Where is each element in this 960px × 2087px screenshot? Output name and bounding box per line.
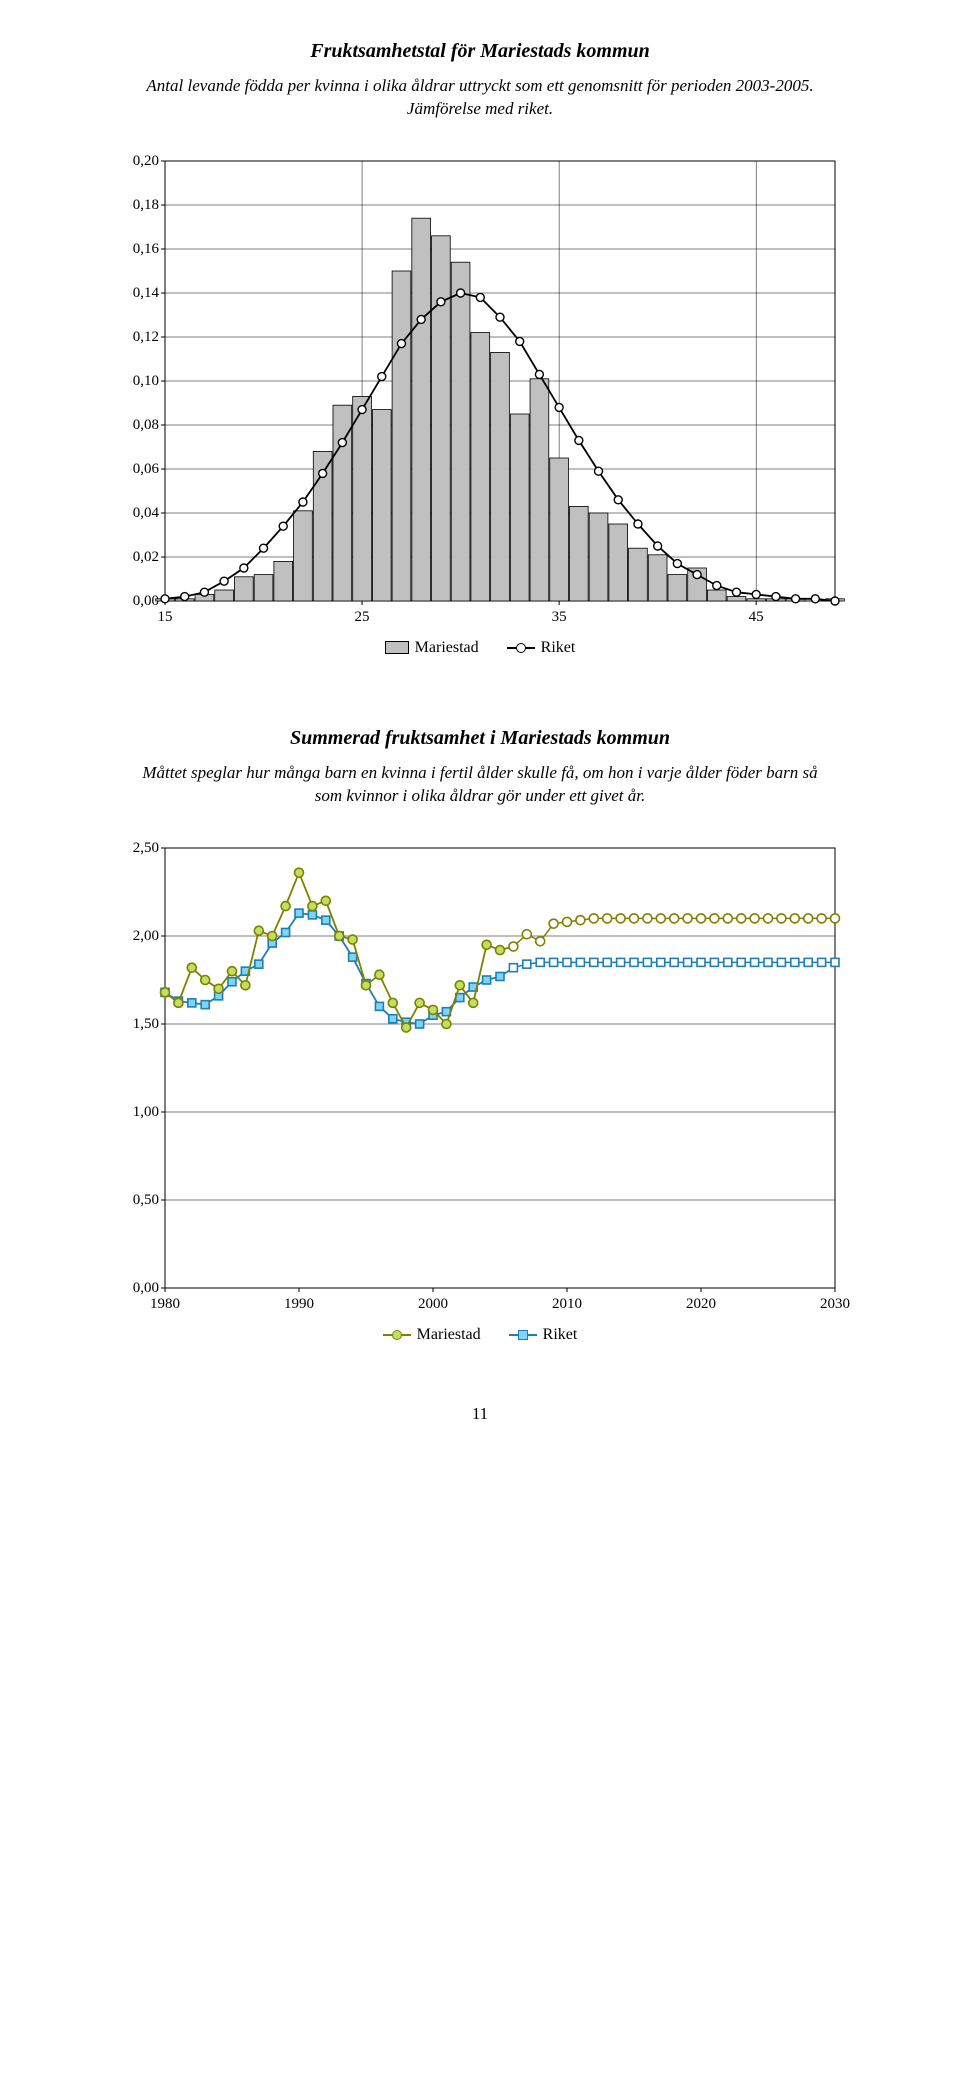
svg-text:0,06: 0,06 <box>133 461 160 477</box>
bar-swatch-icon <box>385 641 409 654</box>
svg-text:0,50: 0,50 <box>133 1192 159 1208</box>
chart2-subtitle: Måttet speglar hur många barn en kvinna … <box>130 762 830 808</box>
svg-text:2000: 2000 <box>418 1296 448 1312</box>
svg-text:1,00: 1,00 <box>133 1104 159 1120</box>
svg-text:35: 35 <box>552 609 567 625</box>
chart2-legend: Mariestad Riket <box>60 1326 900 1344</box>
svg-text:0,20: 0,20 <box>133 153 159 169</box>
svg-text:2,50: 2,50 <box>133 840 159 856</box>
svg-text:1,50: 1,50 <box>133 1016 159 1032</box>
legend-label: Riket <box>543 1326 578 1344</box>
legend-item-riket: Riket <box>509 1326 578 1344</box>
legend-label: Mariestad <box>417 1326 481 1344</box>
line-swatch-icon <box>509 1328 537 1342</box>
svg-text:0,18: 0,18 <box>133 197 159 213</box>
svg-text:2030: 2030 <box>820 1296 850 1312</box>
line-swatch-icon <box>507 641 535 655</box>
legend-label: Riket <box>541 639 576 657</box>
svg-text:0,12: 0,12 <box>133 329 159 345</box>
chart2-title: Summerad fruktsamhet i Mariestads kommun <box>60 727 900 750</box>
chart1-legend: Mariestad Riket <box>60 639 900 657</box>
svg-text:15: 15 <box>158 609 173 625</box>
svg-text:1980: 1980 <box>150 1296 180 1312</box>
svg-text:0,04: 0,04 <box>133 505 160 521</box>
svg-text:2010: 2010 <box>552 1296 582 1312</box>
svg-text:0,02: 0,02 <box>133 549 159 565</box>
chart1: 0,00 0,02 0,04 0,06 0,08 0,10 0,12 0,14 0,16 0,18… <box>60 151 900 657</box>
svg-text:0,08: 0,08 <box>133 417 159 433</box>
svg-text:0,10: 0,10 <box>133 373 159 389</box>
legend-item-riket: Riket <box>507 639 576 657</box>
svg-text:2020: 2020 <box>686 1296 716 1312</box>
page-number: 11 <box>60 1404 900 1424</box>
svg-text:45: 45 <box>749 609 764 625</box>
svg-text:0,16: 0,16 <box>133 241 160 257</box>
svg-text:0,14: 0,14 <box>133 285 160 301</box>
legend-label: Mariestad <box>415 639 479 657</box>
chart2: 0,00 0,50 1,00 1,50 2,00 2,50 1980 1990 2000 2010… <box>60 838 900 1344</box>
legend-item-mariestad: Mariestad <box>383 1326 481 1344</box>
chart1-title: Fruktsamhetstal för Mariestads kommun <box>60 40 900 63</box>
line-swatch-icon <box>383 1328 411 1342</box>
svg-text:2,00: 2,00 <box>133 928 159 944</box>
svg-text:1990: 1990 <box>284 1296 314 1312</box>
legend-item-mariestad: Mariestad <box>385 639 479 657</box>
svg-text:25: 25 <box>355 609 370 625</box>
chart1-subtitle: Antal levande födda per kvinna i olika å… <box>130 75 830 121</box>
svg-text:0,00: 0,00 <box>133 593 159 609</box>
svg-text:0,00: 0,00 <box>133 1280 159 1296</box>
